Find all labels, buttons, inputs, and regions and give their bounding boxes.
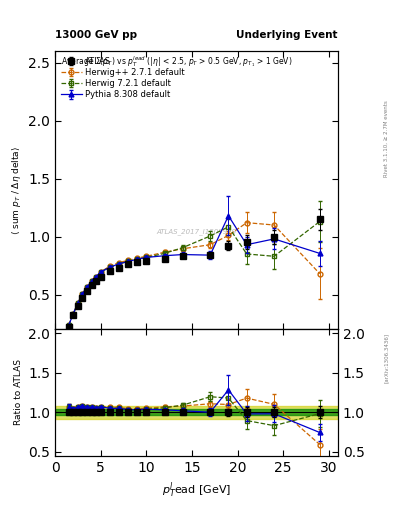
Legend: ATLAS, Herwig++ 2.7.1 default, Herwig 7.2.1 default, Pythia 8.308 default: ATLAS, Herwig++ 2.7.1 default, Herwig 7.… (59, 55, 186, 101)
Y-axis label: Ratio to ATLAS: Ratio to ATLAS (14, 359, 23, 425)
Text: [arXiv:1306.3436]: [arXiv:1306.3436] (384, 333, 389, 383)
Text: Underlying Event: Underlying Event (237, 30, 338, 40)
Text: 13000 GeV pp: 13000 GeV pp (55, 30, 137, 40)
Text: Rivet 3.1.10, ≥ 2.7M events: Rivet 3.1.10, ≥ 2.7M events (384, 100, 389, 177)
Y-axis label: $\langle$ sum $p_T$ / $\Delta\eta$ delta$\rangle$: $\langle$ sum $p_T$ / $\Delta\eta$ delta… (9, 145, 23, 235)
X-axis label: $p_T^l$ead [GeV]: $p_T^l$ead [GeV] (162, 480, 231, 500)
Text: ATLAS_2017_I1509919: ATLAS_2017_I1509919 (156, 228, 237, 236)
Text: Average $\Sigma(p_T)$ vs $p_T^{lead}$ ($|\eta|$ < 2.5, $p_T$ > 0.5 GeV, $p_{T_1}: Average $\Sigma(p_T)$ vs $p_T^{lead}$ ($… (61, 54, 292, 69)
